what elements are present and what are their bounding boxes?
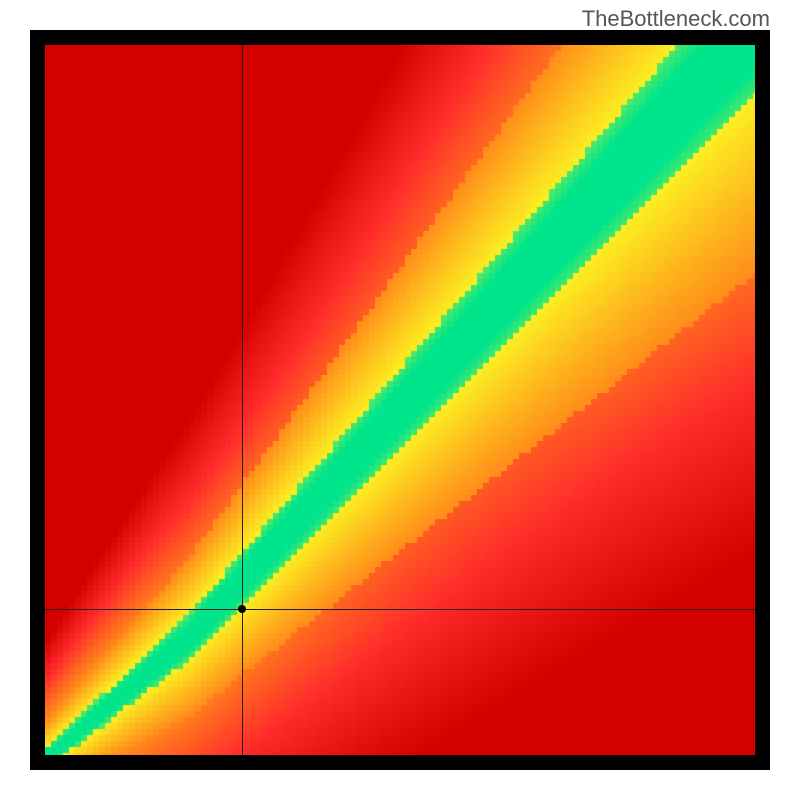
chart-container: TheBottleneck.com — [0, 0, 800, 800]
crosshair-horizontal — [45, 609, 755, 610]
crosshair-vertical — [242, 45, 243, 755]
watermark-text: TheBottleneck.com — [582, 6, 770, 32]
heatmap-canvas — [45, 45, 755, 755]
